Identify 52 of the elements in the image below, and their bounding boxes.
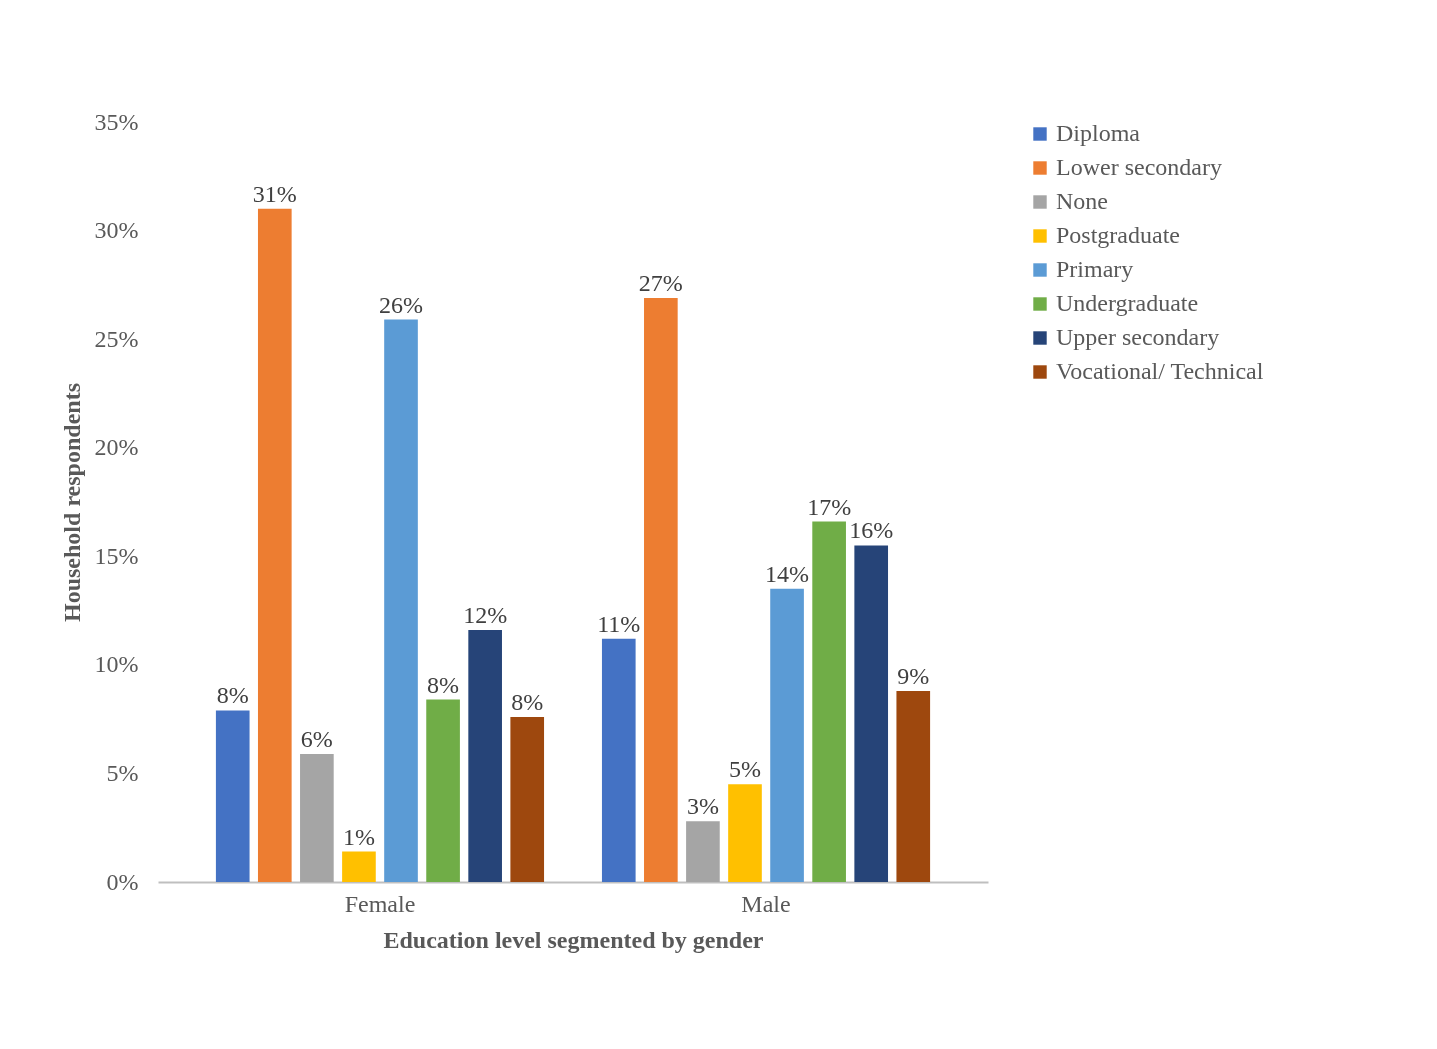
data-label: 27% (638, 269, 683, 296)
data-label: 6% (300, 725, 333, 752)
legend-label: Lower secondary (1056, 154, 1222, 180)
data-label: 14% (765, 560, 810, 587)
data-label: 1% (342, 823, 375, 850)
data-label: 26% (379, 291, 424, 318)
data-label: 8% (511, 688, 544, 715)
x-axis-title: Education level segmented by gender (383, 926, 764, 953)
y-tick-label: 20% (94, 434, 139, 461)
bar (342, 851, 376, 882)
data-label: 17% (807, 493, 852, 520)
bar (426, 699, 460, 882)
y-axis-title: Household respondents (58, 383, 85, 622)
x-tick-label: Male (741, 890, 791, 917)
bar (728, 784, 762, 882)
bar (300, 753, 334, 882)
legend-label: Postgraduate (1056, 222, 1180, 248)
y-tick-label: 0% (106, 868, 139, 895)
data-label: 31% (252, 180, 297, 207)
data-label: 12% (463, 602, 508, 629)
data-label: 11% (597, 610, 641, 637)
bar (896, 690, 931, 882)
bar (257, 208, 292, 882)
bar (510, 716, 545, 882)
data-label: 3% (686, 793, 719, 820)
legend-label: Undergraduate (1056, 290, 1199, 316)
bar (468, 630, 502, 882)
x-tick-label: Female (344, 890, 416, 917)
data-label: 5% (728, 756, 761, 783)
y-tick-label: 30% (94, 217, 139, 244)
y-tick-label: 35% (94, 108, 139, 135)
y-tick-label: 5% (106, 759, 139, 786)
legend-label: Vocational/ Technical (1056, 358, 1264, 384)
data-label: 9% (897, 662, 930, 689)
data-label: 8% (216, 682, 249, 709)
legend-label: Diploma (1056, 120, 1141, 146)
bar (215, 710, 250, 882)
bar (770, 588, 804, 882)
legend-label: Upper secondary (1056, 324, 1220, 350)
legend-label: None (1056, 188, 1108, 214)
bar (854, 545, 889, 882)
bar (812, 521, 846, 882)
bar (686, 821, 720, 882)
data-label: 16% (849, 517, 894, 544)
y-tick-label: 25% (94, 325, 139, 352)
y-tick-label: 10% (94, 651, 139, 678)
y-tick-label: 15% (94, 542, 139, 569)
legend-label: Primary (1056, 256, 1134, 282)
bar (644, 297, 678, 882)
bar (384, 319, 418, 882)
bar (601, 638, 636, 882)
data-label: 8% (427, 671, 460, 698)
